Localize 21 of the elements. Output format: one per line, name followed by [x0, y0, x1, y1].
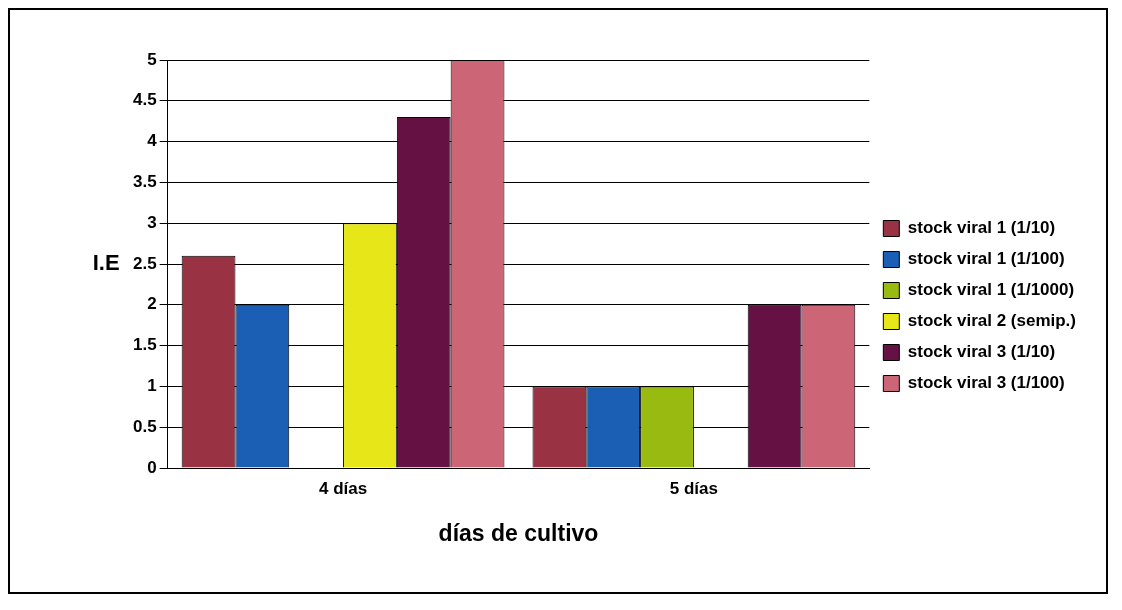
y-tick-label: 5	[147, 49, 157, 69]
y-tick-label: 2	[147, 294, 157, 314]
legend-label: stock viral 1 (1/100)	[907, 249, 1065, 269]
legend-label: stock viral 2 (semip.)	[907, 311, 1077, 331]
x-tick-label: 5 días	[669, 478, 718, 498]
y-tick-label: 2.5	[132, 253, 157, 273]
legend-label: stock viral 1 (1/10)	[907, 218, 1056, 238]
legend-label: stock viral 3 (1/100)	[907, 373, 1065, 393]
legend-label: stock viral 3 (1/10)	[907, 342, 1056, 362]
x-axis-title: días de cultivo	[438, 519, 599, 546]
y-tick-label: 1	[147, 376, 157, 396]
y-tick-label: 4.5	[132, 90, 157, 110]
x-tick-label: 4 días	[318, 478, 368, 498]
y-tick-label: 4	[147, 131, 158, 151]
y-tick-label: 3.5	[132, 172, 157, 192]
y-tick-label: 1.5	[132, 335, 157, 355]
y-axis-title: I.E	[92, 250, 120, 276]
y-tick-label: 3	[147, 212, 157, 232]
legend-label: stock viral 1 (1/1000)	[907, 280, 1075, 300]
y-tick-label: 0	[147, 457, 157, 477]
y-tick-label: 0.5	[132, 416, 157, 436]
